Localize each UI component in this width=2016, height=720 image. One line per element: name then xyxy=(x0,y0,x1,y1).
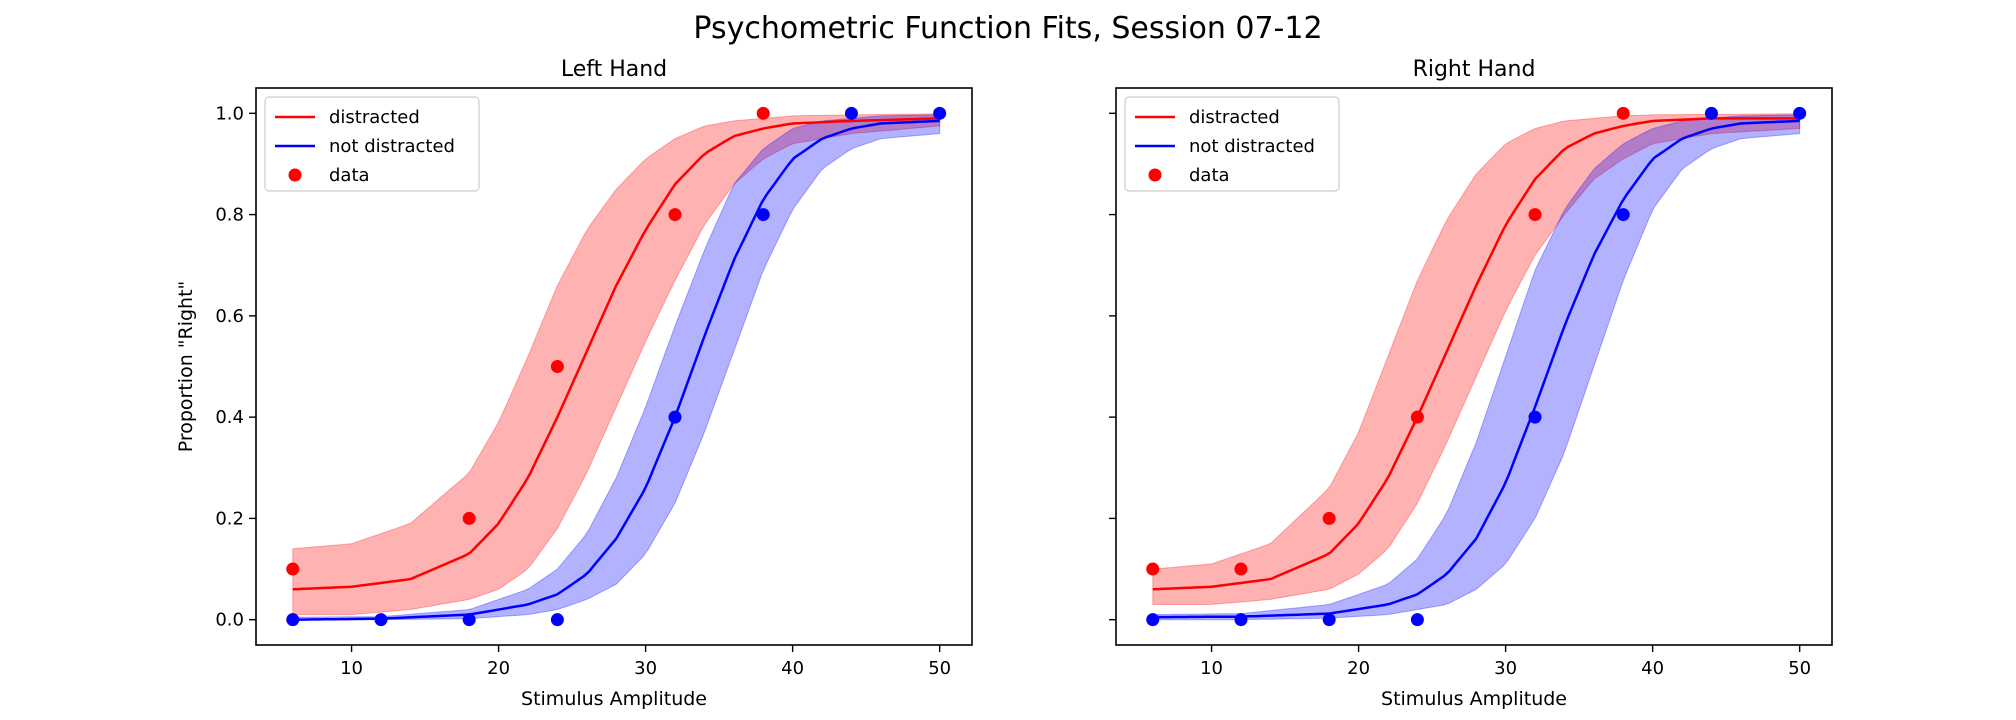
figure-title: Psychometric Function Fits, Session 07-1… xyxy=(693,11,1322,46)
legend-label: not distracted xyxy=(329,136,455,157)
data-point-distracted xyxy=(1528,208,1542,222)
x-tick-label: 50 xyxy=(1788,658,1811,679)
data-point-not-distracted xyxy=(844,106,858,120)
data-point-not-distracted xyxy=(1616,208,1630,222)
legend-label: data xyxy=(1189,165,1230,186)
legend-label: data xyxy=(329,165,370,186)
data-point-distracted xyxy=(550,360,564,373)
x-axis-label: Stimulus Amplitude xyxy=(521,688,707,710)
data-point-not-distracted xyxy=(1528,410,1542,424)
axes-frame xyxy=(255,87,973,646)
legend: distracted not distracted data xyxy=(1124,96,1340,192)
data-point-not-distracted xyxy=(1704,106,1718,120)
data-point-distracted xyxy=(1146,562,1160,576)
panel-right-hand: 10 20 30 40 50 Right Hand Stimulus Amplitude di… xyxy=(1109,57,1833,710)
data-point-not-distracted xyxy=(1146,613,1160,627)
y-tick-label: 0.8 xyxy=(215,205,244,226)
data-point-distracted xyxy=(756,106,770,120)
data-point-not-distracted xyxy=(286,613,300,627)
confidence-band-not-distracted xyxy=(292,114,941,621)
data-point-not-distracted xyxy=(933,106,947,120)
data-point-not-distracted xyxy=(1234,613,1248,627)
legend-label: distracted xyxy=(1189,107,1280,128)
panel-title: Right Hand xyxy=(1413,57,1536,82)
data-point-not-distracted xyxy=(1410,613,1424,627)
y-tick-label: 0.4 xyxy=(215,407,244,428)
panel-left-hand: 10 20 30 40 50 0.0 0.2 0.4 0.6 0.8 1.0 Left Hand Sti… xyxy=(175,57,973,710)
data-point-distracted xyxy=(1616,106,1630,120)
legend-label: not distracted xyxy=(1189,136,1315,157)
fit-line-not-distracted xyxy=(292,119,940,621)
y-tick-label: 0.2 xyxy=(215,508,244,529)
x-tick-label: 30 xyxy=(634,658,657,679)
legend-label: distracted xyxy=(329,107,420,128)
x-tick-label: 30 xyxy=(1494,658,1517,679)
fit-line-not-distracted xyxy=(1152,119,1800,619)
confidence-band-distracted xyxy=(1152,113,1801,605)
data-point-distracted xyxy=(286,562,300,576)
y-tick-label: 0.0 xyxy=(215,610,244,631)
confidence-band-not-distracted xyxy=(1152,114,1801,621)
data-point-distracted xyxy=(462,511,476,525)
panel-title: Left Hand xyxy=(561,57,667,82)
data-point-not-distracted xyxy=(1322,613,1336,627)
data-point-not-distracted xyxy=(374,613,388,627)
x-tick-label: 10 xyxy=(340,658,363,679)
x-tick-label: 20 xyxy=(1347,658,1370,679)
x-axis-label: Stimulus Amplitude xyxy=(1381,688,1567,710)
y-axis-label: Proportion "Right" xyxy=(175,281,197,453)
legend-box xyxy=(264,96,480,192)
fit-line-distracted xyxy=(292,117,940,591)
x-tick-label: 40 xyxy=(781,658,804,679)
data-point-distracted xyxy=(1322,511,1336,525)
data-point-distracted xyxy=(1234,562,1248,576)
x-tick-label: 40 xyxy=(1641,658,1664,679)
x-tick-label: 50 xyxy=(928,658,951,679)
legend-swatch-dot xyxy=(1148,168,1162,182)
y-tick-label: 1.0 xyxy=(215,103,244,124)
data-point-not-distracted xyxy=(756,208,770,222)
data-point-not-distracted xyxy=(462,613,476,627)
x-tick-label: 10 xyxy=(1200,658,1223,679)
x-tick-label: 20 xyxy=(487,658,510,679)
fit-line-distracted xyxy=(1152,117,1800,591)
data-point-not-distracted xyxy=(550,613,564,627)
data-point-not-distracted xyxy=(1793,106,1807,120)
legend-swatch-dot xyxy=(288,168,302,182)
data-point-distracted xyxy=(668,208,682,222)
y-tick-label: 0.6 xyxy=(215,306,244,327)
data-point-distracted xyxy=(1410,410,1424,424)
confidence-band-distracted xyxy=(292,113,941,616)
legend-box xyxy=(1124,96,1340,192)
data-point-not-distracted xyxy=(668,410,682,424)
axes-frame xyxy=(1115,87,1833,646)
legend: distracted not distracted data xyxy=(264,96,480,192)
